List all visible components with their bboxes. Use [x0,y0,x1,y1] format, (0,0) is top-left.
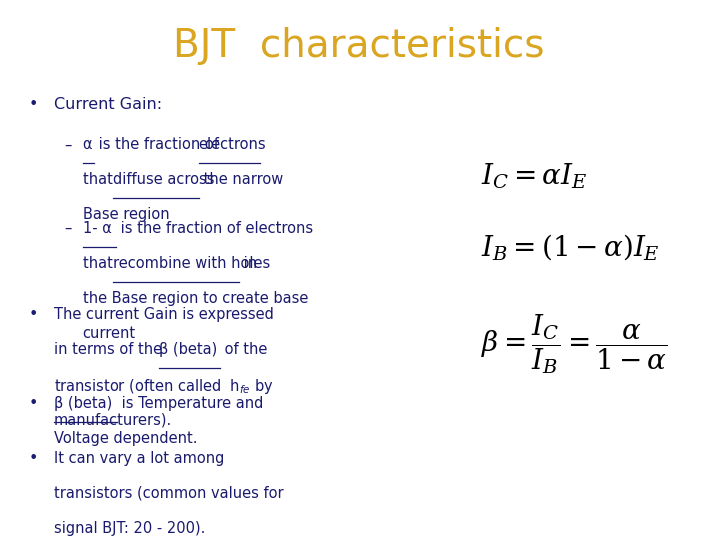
Text: the narrow: the narrow [199,172,284,187]
Text: is the fraction of electrons: is the fraction of electrons [115,221,312,236]
Text: α: α [83,137,92,152]
Text: •: • [29,97,38,112]
Text: •: • [29,451,38,466]
Text: –: – [65,137,72,152]
Text: •: • [29,396,38,411]
Text: is the fraction of: is the fraction of [94,137,223,152]
Text: manufacturers).: manufacturers). [54,412,172,427]
Text: is Temperature and: is Temperature and [117,396,264,411]
Text: transistor (often called  h$_{fe}$ by: transistor (often called h$_{fe}$ by [54,377,274,396]
Text: $I_C = \alpha I_E$: $I_C = \alpha I_E$ [481,161,587,191]
Text: $\beta = \dfrac{I_C}{I_B} = \dfrac{\alpha}{1-\alpha}$: $\beta = \dfrac{I_C}{I_B} = \dfrac{\alph… [481,313,667,376]
Text: that: that [83,256,117,271]
Text: Voltage dependent.: Voltage dependent. [54,431,197,446]
Text: β (beta): β (beta) [54,396,112,411]
Text: electrons: electrons [199,137,266,152]
Text: BJT  characteristics: BJT characteristics [173,27,544,65]
Text: current: current [83,326,135,341]
Text: $I_B = (1-\alpha)I_E$: $I_B = (1-\alpha)I_E$ [481,232,660,262]
Text: in: in [239,256,257,271]
Text: the Base region to create base: the Base region to create base [83,291,308,306]
Text: 1- α: 1- α [83,221,112,236]
Text: that: that [83,172,117,187]
Text: Base region: Base region [83,207,169,222]
Text: Current Gain:: Current Gain: [54,97,162,112]
Text: of the: of the [220,342,268,357]
Text: The current Gain is expressed: The current Gain is expressed [54,307,274,322]
Text: β (beta): β (beta) [158,342,217,357]
Text: •: • [29,307,38,322]
Text: signal BJT: 20 - 200).: signal BJT: 20 - 200). [54,521,205,536]
Text: in terms of the: in terms of the [54,342,166,357]
Text: transistors (common values for: transistors (common values for [54,486,284,501]
Text: diffuse across: diffuse across [112,172,214,187]
Text: –: – [65,221,72,236]
Text: It can vary a lot among: It can vary a lot among [54,451,224,466]
Text: recombine with holes: recombine with holes [112,256,270,271]
